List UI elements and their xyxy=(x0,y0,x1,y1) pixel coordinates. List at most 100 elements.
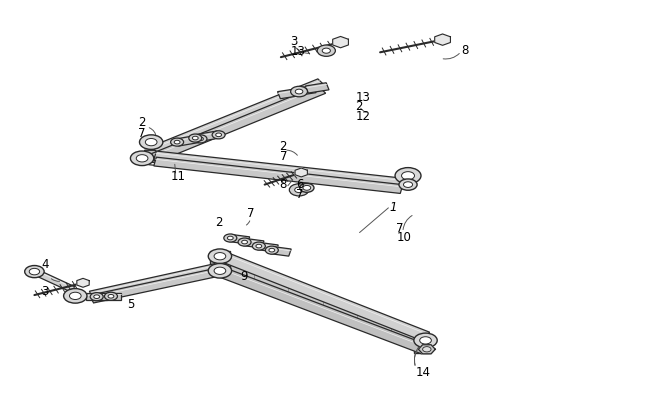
Text: 7: 7 xyxy=(247,206,255,219)
Polygon shape xyxy=(86,293,107,301)
Circle shape xyxy=(317,46,335,57)
Text: 2: 2 xyxy=(356,100,363,113)
Circle shape xyxy=(64,289,87,303)
Text: 11: 11 xyxy=(171,170,186,183)
Circle shape xyxy=(420,337,432,344)
Circle shape xyxy=(29,269,40,275)
Circle shape xyxy=(188,135,202,143)
Polygon shape xyxy=(90,269,219,303)
Polygon shape xyxy=(270,247,291,256)
Circle shape xyxy=(295,90,303,95)
Text: 3: 3 xyxy=(291,35,298,48)
Circle shape xyxy=(194,136,207,143)
Circle shape xyxy=(399,179,417,191)
Polygon shape xyxy=(89,264,219,299)
Polygon shape xyxy=(101,293,122,300)
Polygon shape xyxy=(216,268,430,354)
Polygon shape xyxy=(229,235,250,244)
Text: 7: 7 xyxy=(396,221,404,234)
Circle shape xyxy=(395,168,421,184)
Polygon shape xyxy=(257,243,278,252)
Polygon shape xyxy=(295,168,307,177)
Circle shape xyxy=(404,182,413,188)
Circle shape xyxy=(208,249,231,264)
Polygon shape xyxy=(396,179,416,185)
Circle shape xyxy=(322,49,330,54)
Circle shape xyxy=(227,237,233,240)
Polygon shape xyxy=(151,80,326,155)
Text: 4: 4 xyxy=(41,257,48,270)
Circle shape xyxy=(105,292,118,301)
Circle shape xyxy=(94,295,99,299)
Polygon shape xyxy=(278,89,301,100)
Polygon shape xyxy=(333,37,348,49)
Polygon shape xyxy=(210,251,229,277)
Circle shape xyxy=(70,292,81,300)
Circle shape xyxy=(90,293,103,301)
Polygon shape xyxy=(32,270,75,292)
Circle shape xyxy=(265,247,278,255)
Polygon shape xyxy=(154,152,403,188)
Polygon shape xyxy=(435,35,450,46)
Circle shape xyxy=(140,136,163,150)
Circle shape xyxy=(136,155,148,162)
Circle shape xyxy=(256,245,262,248)
Text: 5: 5 xyxy=(127,298,135,311)
Text: 1: 1 xyxy=(390,200,397,213)
Circle shape xyxy=(216,134,222,137)
Circle shape xyxy=(198,138,203,141)
Circle shape xyxy=(146,139,157,146)
Circle shape xyxy=(174,141,180,145)
Polygon shape xyxy=(154,158,403,194)
Circle shape xyxy=(303,186,311,191)
Polygon shape xyxy=(414,333,429,353)
Polygon shape xyxy=(176,136,202,147)
Text: 8: 8 xyxy=(280,178,287,191)
Circle shape xyxy=(131,151,154,166)
Circle shape xyxy=(224,234,237,243)
Polygon shape xyxy=(419,345,436,354)
Text: 9: 9 xyxy=(240,269,248,282)
Text: 7: 7 xyxy=(280,149,287,162)
Text: 10: 10 xyxy=(396,230,411,243)
Polygon shape xyxy=(306,83,329,94)
Polygon shape xyxy=(292,86,316,97)
Polygon shape xyxy=(216,252,430,341)
Text: 13: 13 xyxy=(356,91,370,104)
Circle shape xyxy=(422,347,431,352)
Circle shape xyxy=(212,132,225,140)
Text: 12: 12 xyxy=(356,109,370,122)
Text: 2: 2 xyxy=(138,115,146,128)
Text: 7: 7 xyxy=(138,127,146,140)
Text: 2: 2 xyxy=(214,215,222,228)
Polygon shape xyxy=(220,255,426,351)
Circle shape xyxy=(192,137,198,141)
Polygon shape xyxy=(243,239,264,248)
Circle shape xyxy=(171,139,183,147)
Circle shape xyxy=(414,333,437,348)
Circle shape xyxy=(25,266,44,278)
Circle shape xyxy=(242,241,248,244)
Circle shape xyxy=(238,239,251,247)
Text: 7: 7 xyxy=(296,187,304,200)
Polygon shape xyxy=(194,132,220,143)
Polygon shape xyxy=(151,87,326,162)
Circle shape xyxy=(294,188,304,193)
Text: 8: 8 xyxy=(462,43,469,56)
Text: 2: 2 xyxy=(280,139,287,152)
Circle shape xyxy=(291,87,307,98)
Polygon shape xyxy=(145,151,166,163)
Circle shape xyxy=(402,172,415,180)
Circle shape xyxy=(208,264,231,278)
Circle shape xyxy=(214,267,226,275)
Text: 13: 13 xyxy=(291,45,306,58)
Circle shape xyxy=(289,184,309,196)
Text: 3: 3 xyxy=(41,284,48,297)
Circle shape xyxy=(252,243,265,251)
Text: 14: 14 xyxy=(416,365,431,378)
Polygon shape xyxy=(77,279,89,288)
Circle shape xyxy=(269,249,275,252)
Circle shape xyxy=(214,253,226,260)
Text: 6: 6 xyxy=(296,178,304,191)
Circle shape xyxy=(300,184,314,193)
